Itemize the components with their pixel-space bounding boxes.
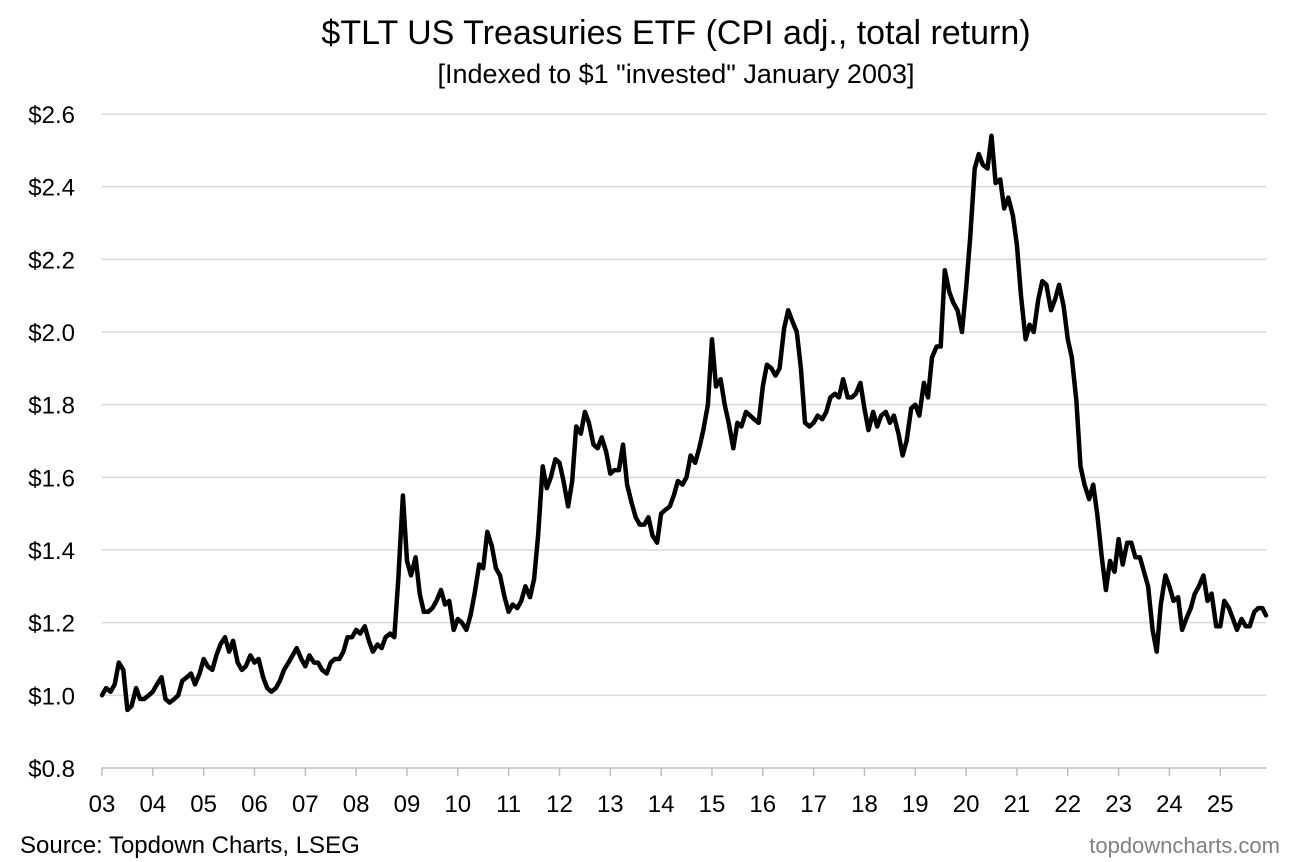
y-tick-label: $2.0 <box>28 320 75 347</box>
x-tick-label: 16 <box>749 791 776 818</box>
x-tick-label: 24 <box>1156 791 1183 818</box>
x-tick-label: 13 <box>597 791 624 818</box>
x-tick-label: 14 <box>648 791 675 818</box>
chart-title: $TLT US Treasuries ETF (CPI adj., total … <box>321 14 1030 52</box>
x-tick-label: 15 <box>699 791 726 818</box>
series-group <box>99 133 1269 713</box>
x-tick-label: 11 <box>496 791 521 818</box>
source-note: Source: Topdown Charts, LSEG <box>20 832 360 859</box>
x-tick-label: 21 <box>1004 791 1031 818</box>
x-tick-label: 12 <box>546 791 573 818</box>
x-tick-label: 10 <box>444 791 471 818</box>
x-axis <box>101 767 1266 776</box>
x-tick-label: 07 <box>292 791 319 818</box>
chart-subtitle: [Indexed to $1 "invested" January 2003] <box>438 59 915 89</box>
y-tick-label: $0.8 <box>28 756 75 783</box>
x-tick-label: 09 <box>394 791 421 818</box>
y-axis-tick-labels: $0.8 $1.0 $1.2 $1.4 $1.6 $1.8 $2.0 $2.2 $2.4 $2.6 <box>28 102 75 783</box>
x-tick-label: 08 <box>343 791 370 818</box>
x-tick-label: 04 <box>139 791 166 818</box>
y-gridlines <box>102 113 1266 697</box>
x-tick-label: 18 <box>851 791 878 818</box>
x-tick-label: 22 <box>1054 791 1081 818</box>
x-tick-label: 03 <box>89 791 116 818</box>
x-tick-label: 06 <box>241 791 268 818</box>
x-tick-label: 20 <box>953 791 980 818</box>
x-axis-tick-labels: 03 04 05 06 07 08 09 10 11 12 13 14 15 16 17 18 19 20 21 22… <box>89 791 1234 818</box>
website-credit: topdowncharts.com <box>1089 833 1280 858</box>
y-tick-label: $1.0 <box>28 683 75 710</box>
y-tick-label: $1.8 <box>28 393 75 420</box>
x-tick-label: 23 <box>1105 791 1132 818</box>
y-tick-label: $2.4 <box>28 175 75 202</box>
y-tick-label: $2.2 <box>28 247 75 274</box>
y-tick-label: $1.6 <box>28 465 75 492</box>
y-tick-label: $2.6 <box>28 102 75 129</box>
y-tick-label: $1.2 <box>28 611 75 638</box>
series-line <box>99 133 1269 713</box>
x-tick-label: 17 <box>800 791 827 818</box>
x-tick-label: 25 <box>1207 791 1234 818</box>
x-tick-label: 05 <box>190 791 217 818</box>
y-tick-label: $1.4 <box>28 538 75 565</box>
x-tick-label: 19 <box>902 791 929 818</box>
